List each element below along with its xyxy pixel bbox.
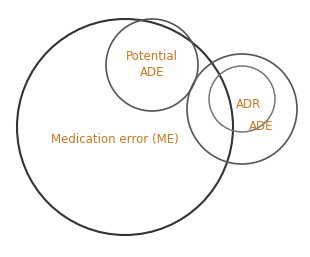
Text: ADE: ADE — [249, 121, 273, 133]
Text: Potential
ADE: Potential ADE — [126, 50, 178, 79]
Text: Medication error (ME): Medication error (ME) — [51, 133, 179, 145]
Text: ADR: ADR — [236, 98, 262, 112]
